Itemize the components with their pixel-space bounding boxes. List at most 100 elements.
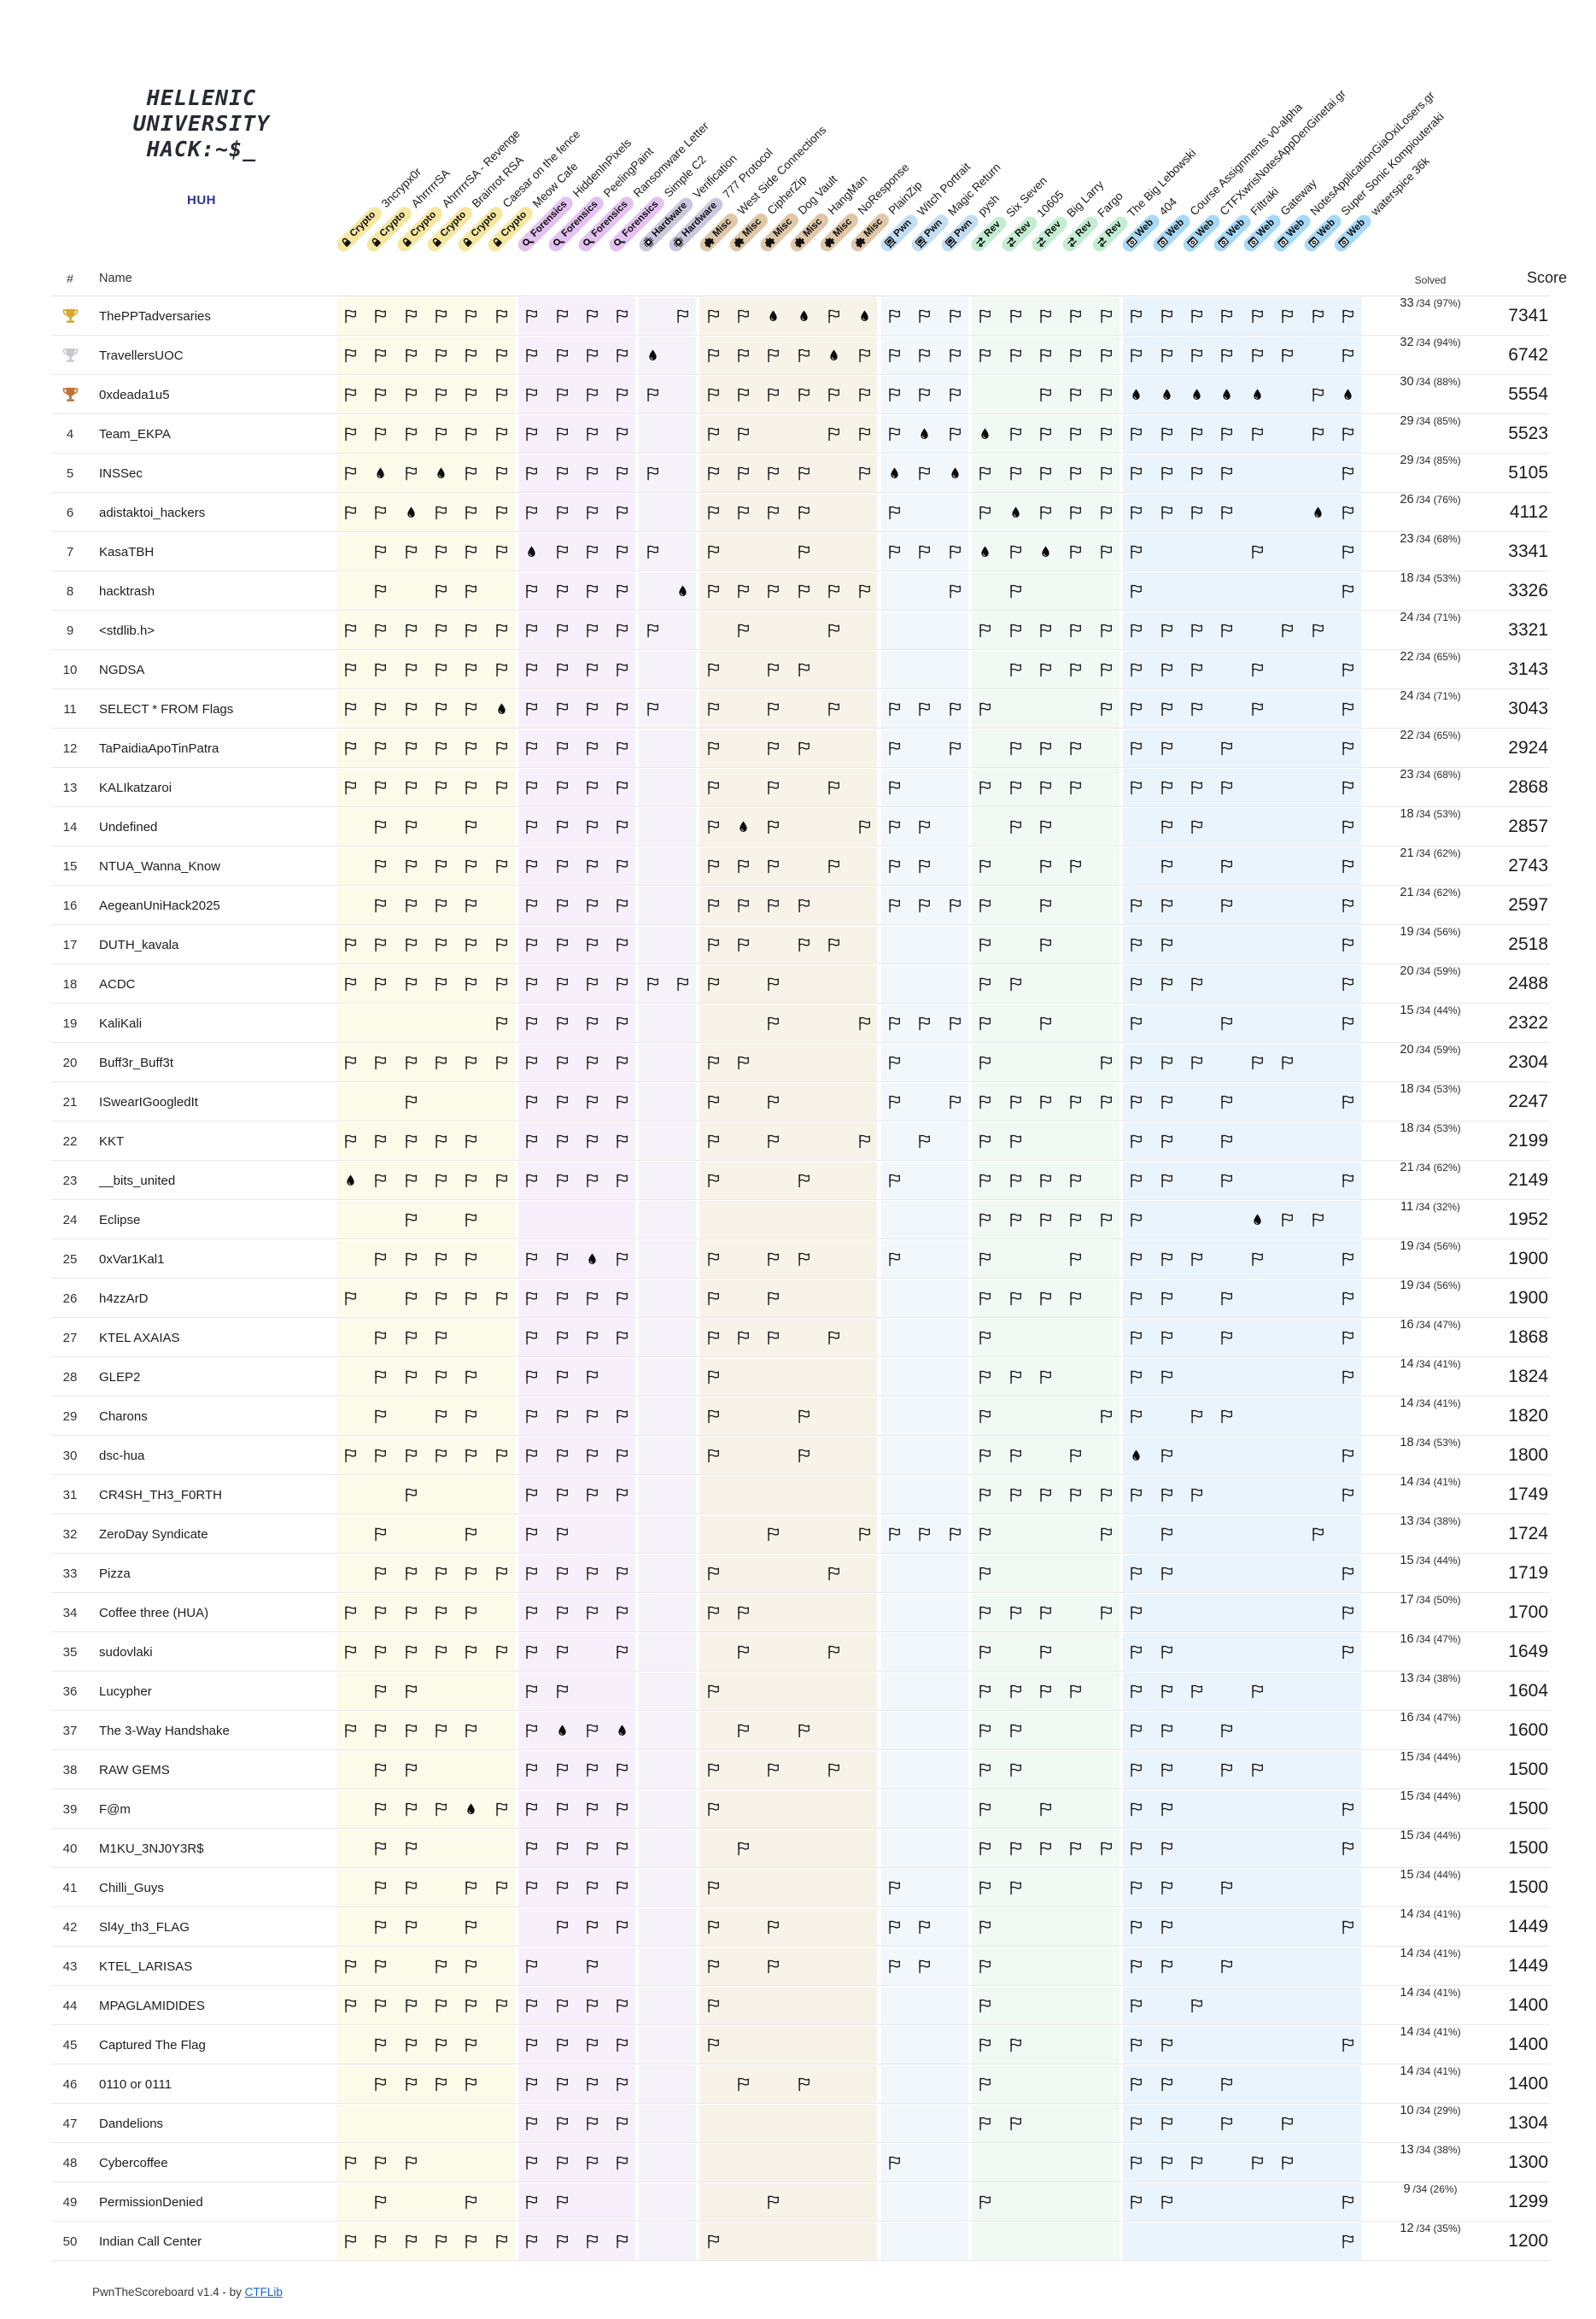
solved-flag-icon <box>395 1475 426 1514</box>
solved-flag-icon <box>939 414 970 454</box>
solved-flag-icon <box>1000 571 1031 611</box>
solved-flag-icon <box>486 611 517 650</box>
solved-flag-icon <box>1242 532 1272 571</box>
magnifier-icon <box>581 235 595 249</box>
solved-flag-icon <box>1151 454 1182 493</box>
rank-number: 30 <box>62 1448 78 1463</box>
solved-flag-icon <box>1090 611 1121 650</box>
logo-line-2: UNIVERSITY <box>132 111 271 136</box>
category-tint-misc <box>699 1319 878 1356</box>
team-name: Team_EKPA <box>99 426 171 442</box>
team-row-buff3r-buff3t: 20 Buff3r_Buff3t 20/34 (59%) 2304 <box>51 1043 1550 1082</box>
solved-flag-icon <box>1151 2143 1182 2182</box>
solved-count: 15/34 (44%) <box>1371 1004 1490 1043</box>
solved-flag-icon <box>698 296 728 336</box>
solved-flag-icon <box>395 964 426 1004</box>
solved-flag-icon <box>1121 1357 1152 1397</box>
swap-arrows-icon <box>1095 235 1109 249</box>
team-name: ACDC <box>99 976 136 992</box>
solved-number: 13 <box>1400 2143 1414 2157</box>
solved-percentage: /34 (53%) <box>1416 1083 1461 1095</box>
solved-count: 21/34 (62%) <box>1371 846 1490 886</box>
first-blood-drop-icon <box>1031 532 1061 571</box>
solved-flag-icon <box>1333 1357 1364 1397</box>
solved-flag-icon <box>577 1279 608 1318</box>
category-tint-web <box>1122 2222 1361 2260</box>
category-tint-misc <box>699 2144 878 2181</box>
first-blood-drop-icon <box>1000 493 1031 532</box>
solved-flag-icon <box>456 1397 487 1436</box>
solved-flag-icon <box>939 1004 970 1043</box>
solved-flag-icon <box>607 1318 638 1357</box>
ctflib-link[interactable]: CTFLib <box>244 2286 283 2299</box>
solved-flag-icon <box>517 729 547 768</box>
solved-flag-icon <box>1121 1750 1152 1789</box>
team-row-mpaglamidides: 44 MPAGLAMIDIDES 14/34 (41%) 1400 <box>51 1986 1550 2025</box>
team-name: KaliKali <box>99 1016 143 1031</box>
category-tint-rev <box>971 1240 1120 1278</box>
first-blood-drop-icon <box>426 454 457 493</box>
category-tint-crypto <box>336 847 515 885</box>
solved-flag-icon <box>698 1947 728 1986</box>
solved-flag-icon <box>547 1161 577 1200</box>
solved-flag-icon <box>788 1436 819 1475</box>
solved-flag-icon <box>365 1514 396 1554</box>
category-tint-hardware <box>639 1751 697 1789</box>
solved-flag-icon <box>547 2064 577 2104</box>
solved-flag-icon <box>1182 650 1213 689</box>
solved-flag-icon <box>1000 964 1031 1004</box>
solved-flag-icon <box>1182 689 1213 729</box>
team-row-0xdeada1u5: 0xdeada1u5 30/34 (88%) 5554 <box>51 375 1550 414</box>
solved-flag-icon <box>426 414 457 454</box>
solved-flag-icon <box>1121 1475 1152 1514</box>
solved-flag-icon <box>1000 1868 1031 1907</box>
solved-flag-icon <box>456 375 487 414</box>
solved-flag-icon <box>517 2143 547 2182</box>
solved-flag-icon <box>517 1082 547 1121</box>
category-tint-misc <box>699 1790 878 1828</box>
solved-count: 19/34 (56%) <box>1371 925 1490 964</box>
solved-flag-icon <box>486 1436 517 1475</box>
solved-count: 14/34 (41%) <box>1371 2025 1490 2064</box>
solved-flag-icon <box>758 1907 789 1947</box>
rank-number: 36 <box>62 1684 78 1699</box>
category-tint-forensics <box>517 1162 636 1199</box>
solved-flag-icon <box>1121 2182 1152 2222</box>
solved-flag-icon <box>456 1632 487 1672</box>
solved-flag-icon <box>1121 1829 1152 1868</box>
solved-flag-icon <box>788 1161 819 1200</box>
solved-flag-icon <box>1242 650 1272 689</box>
solved-number: 13 <box>1400 1672 1414 1685</box>
challenge-header-super-sonic-kompiouteraki: Web Super Sonic Kompiouteraki <box>1300 108 1448 256</box>
solved-flag-icon <box>426 1789 457 1829</box>
solved-flag-icon <box>547 964 577 1004</box>
team-name: Buff3r_Buff3t <box>99 1055 174 1070</box>
solved-flag-icon <box>1121 1279 1152 1318</box>
team-score: 2743 <box>1508 856 1548 875</box>
solved-flag-icon <box>456 886 487 925</box>
rank-number: 29 <box>62 1408 78 1424</box>
solved-flag-icon <box>577 1829 608 1868</box>
team-score: 1820 <box>1508 1406 1548 1426</box>
solved-flag-icon <box>880 1514 910 1554</box>
category-tint-forensics <box>517 1397 636 1435</box>
solved-percentage: /34 (32%) <box>1416 1201 1461 1213</box>
solved-flag-icon <box>970 1436 1001 1475</box>
solved-flag-icon <box>1212 1279 1242 1318</box>
category-pill-forensics: Forensics <box>576 193 637 255</box>
team-name: PermissionDenied <box>99 2194 203 2210</box>
category-pill-crypto: Crypto <box>334 203 385 255</box>
category-pill-web: Web <box>1180 212 1224 255</box>
solved-number: 33 <box>1400 296 1414 310</box>
terminal-icon <box>944 235 958 249</box>
category-pill-web: Web <box>1241 212 1283 255</box>
solved-flag-icon <box>577 1004 608 1043</box>
solved-flag-icon <box>1212 1121 1242 1161</box>
solved-percentage: /34 (85%) <box>1416 415 1461 427</box>
solved-flag-icon <box>970 768 1001 807</box>
category-tint-rev <box>971 1122 1120 1160</box>
solved-flag-icon <box>1090 296 1121 336</box>
solved-flag-icon <box>970 846 1001 886</box>
solved-flag-icon <box>577 1161 608 1200</box>
category-tint-hardware <box>639 1869 697 1906</box>
